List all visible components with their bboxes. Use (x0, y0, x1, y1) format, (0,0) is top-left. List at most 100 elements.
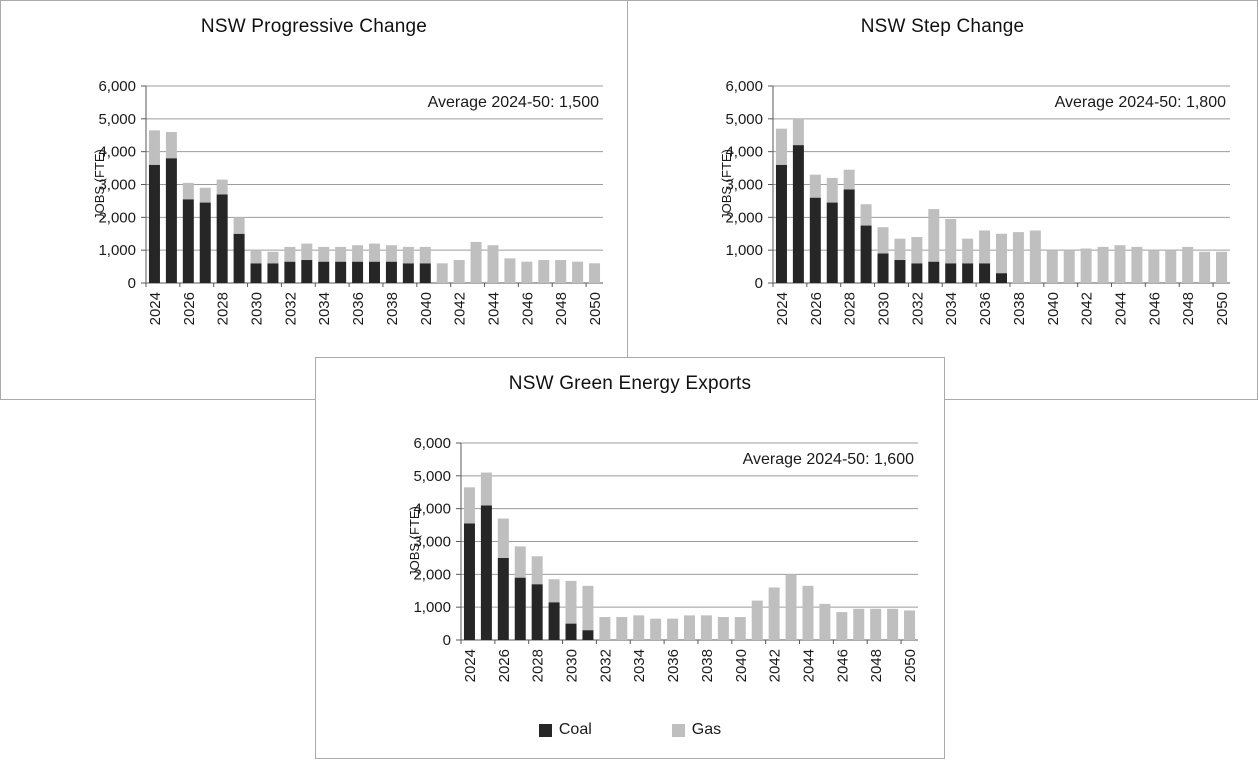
coal-swatch-icon (538, 723, 552, 737)
x-axis-tick-label: 2034 (316, 292, 333, 325)
bar-segment-gas (819, 603, 831, 640)
chart-panel-green-energy-exports: NSW Green Energy Exports 0 1,000 2,000 3,00… (315, 357, 945, 759)
x-axis-tick-label: 2050 (902, 649, 919, 682)
x-axis-tick-label: 2038 (699, 649, 716, 682)
bar-segment-gas (734, 617, 746, 640)
bar-segment-coal (250, 263, 262, 283)
x-axis-tick-label: 2032 (282, 292, 299, 325)
bar-segment-gas (1114, 245, 1126, 283)
bar-segment-coal (894, 260, 906, 283)
y-axis-title: JOBS (FTE) (719, 149, 734, 220)
y-axis-tick-label: 5,000 (725, 111, 763, 128)
bar-segment-gas (911, 237, 923, 264)
bar-segment-gas (860, 204, 872, 226)
y-axis-tick-label: 5,000 (413, 468, 451, 485)
y-axis-tick-label: 0 (128, 275, 136, 292)
bar-segment-coal (911, 263, 923, 283)
x-axis-tick-label: 2030 (249, 292, 266, 325)
x-axis-tick-label: 2050 (1214, 292, 1231, 325)
x-axis-tick-label: 2046 (1146, 292, 1163, 325)
x-axis-tick-label: 2032 (909, 292, 926, 325)
bar-segment-gas (487, 245, 499, 283)
bar-segment-gas (199, 187, 211, 203)
y-axis-tick-label: 4,000 (413, 501, 451, 518)
bar-segment-gas (572, 261, 584, 283)
x-axis-tick-label: 2042 (452, 292, 469, 325)
x-axis-tick-label: 2042 (767, 649, 784, 682)
y-axis-tick-label: 0 (443, 632, 451, 649)
bar-segment-coal (775, 164, 787, 283)
y-axis-tick-label: 2,000 (725, 209, 763, 226)
bar-segment-gas (463, 487, 475, 524)
bar-segment-gas (853, 608, 865, 640)
bar-segment-gas (962, 238, 974, 264)
chart-plot-progressive-change: 0 1,000 2,000 3,000 4,000 5,000 6,000 JOBS (FTE… (1, 51, 629, 403)
bar-segment-coal (284, 261, 296, 283)
x-axis-tick-label: 2034 (631, 649, 648, 682)
y-axis-tick-label: 2,000 (98, 209, 136, 226)
chart-annotation: Average 2024-50: 1,800 (1055, 94, 1227, 111)
bar-segment-coal (335, 261, 347, 283)
bar-segment-coal (148, 164, 160, 283)
chart-panel-step-change: NSW Step Change 0 1,000 2,000 3,000 4,000 5,0… (627, 0, 1258, 400)
bar-segment-gas (836, 612, 848, 640)
bar-segment-gas (436, 263, 448, 283)
x-axis-tick-label: 2048 (868, 649, 885, 682)
bar-segment-gas (667, 618, 679, 640)
bar-segment-gas (894, 238, 906, 261)
bar-segment-coal (301, 260, 313, 283)
y-axis-tick-label: 1,000 (98, 242, 136, 259)
bar-segment-coal (877, 253, 889, 283)
y-axis-tick-label: 6,000 (725, 78, 763, 95)
bar-segment-gas (453, 260, 465, 283)
legend-item-gas: Gas (671, 721, 721, 739)
x-axis-tick-label: 2024 (774, 292, 791, 325)
bar-segment-coal (497, 557, 509, 640)
chart-plot-step-change: 0 1,000 2,000 3,000 4,000 5,000 6,000 JOBS (FTE… (628, 51, 1256, 403)
chart-svg: 0 1,000 2,000 3,000 4,000 5,000 6,000 JOBS (FTE… (92, 78, 604, 325)
chart-title: NSW Step Change (860, 16, 1025, 37)
bar-segment-coal (165, 158, 177, 283)
y-axis-tick-label: 3,000 (98, 177, 136, 194)
y-axis-tick-label: 5,000 (98, 111, 136, 128)
bar-segment-gas (768, 587, 780, 640)
bar-segment-gas (589, 263, 601, 283)
bar-segment-gas (802, 585, 814, 640)
bar-segment-coal (318, 261, 330, 283)
bar-segment-coal (860, 225, 872, 283)
bar-segment-gas (148, 130, 160, 165)
bar-segment-gas (1046, 250, 1058, 283)
bar-segment-coal (979, 263, 991, 283)
chart-legend: Coal Gas (316, 721, 944, 739)
x-axis-tick-label: 2028 (842, 292, 859, 325)
bar-segment-coal (182, 199, 194, 283)
bar-segment-coal (385, 261, 397, 283)
x-axis-tick-label: 2034 (943, 292, 960, 325)
y-axis-tick-label: 1,000 (725, 242, 763, 259)
bar-segment-gas (301, 243, 313, 261)
x-axis-tick-label: 2048 (1180, 292, 1197, 325)
bar-segment-gas (565, 580, 577, 624)
bar-segment-gas (1165, 250, 1177, 283)
y-axis-tick-label: 6,000 (98, 78, 136, 95)
bar-segment-coal (514, 577, 526, 640)
x-axis-tick-label: 2026 (181, 292, 198, 325)
bar-segment-gas (352, 245, 364, 262)
bar-segment-gas (470, 241, 482, 283)
bar-segment-gas (504, 258, 516, 283)
bar-segment-gas (826, 177, 838, 203)
x-axis-tick-label: 2024 (147, 292, 164, 325)
y-axis-tick-label: 4,000 (725, 144, 763, 161)
bar-segment-gas (521, 261, 533, 283)
x-axis-tick-label: 2030 (876, 292, 893, 325)
x-axis-tick-label: 2026 (496, 649, 513, 682)
bar-segment-gas (233, 217, 245, 234)
bar-segment-gas (870, 608, 882, 640)
bar-segment-gas (904, 610, 916, 640)
bar-segment-gas (582, 585, 594, 631)
bar-segment-gas (717, 617, 729, 640)
bar-segment-gas (650, 618, 662, 640)
x-axis-tick-label: 2024 (462, 649, 479, 682)
x-axis-tick-label: 2036 (350, 292, 367, 325)
